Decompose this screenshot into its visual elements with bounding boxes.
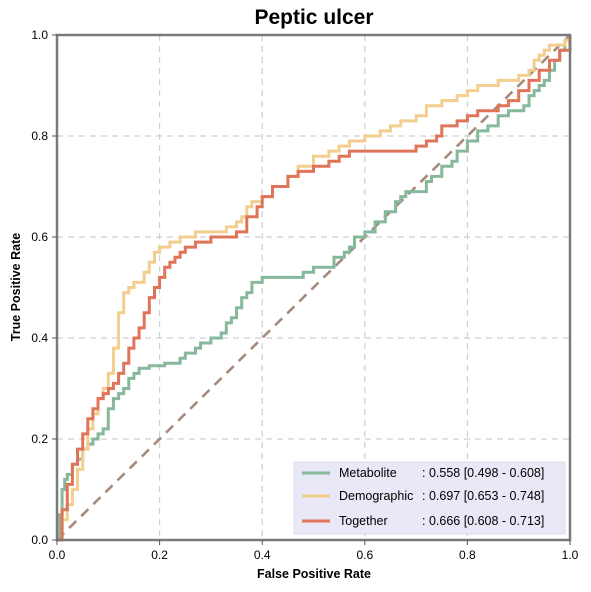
chart-title: Peptic ulcer <box>254 6 373 29</box>
chance-diagonal-line <box>56 34 571 541</box>
legend-auc-together: : 0.666 [0.608 - 0.713] <box>422 514 544 528</box>
x-tick-label-5: 1.0 <box>562 548 579 562</box>
legend-name-metabolite: Metabolite <box>339 466 397 480</box>
roc-curve-together <box>57 35 572 542</box>
legend-box <box>293 461 566 535</box>
plot-frame <box>55 33 572 542</box>
legend-auc-metabolite: : 0.558 [0.498 - 0.608] <box>422 466 544 480</box>
x-tick-label-2: 0.4 <box>254 548 271 562</box>
x-axis-ticks: 0.0 0.2 0.4 0.6 0.8 1.0 <box>49 540 579 562</box>
y-axis-label: True Positive Rate <box>9 233 23 341</box>
y-tick-label-1: 0.2 <box>31 432 48 446</box>
legend-auc-demographic: : 0.697 [0.653 - 0.748] <box>422 489 544 503</box>
y-tick-label-3: 0.6 <box>31 230 48 244</box>
x-tick-label-3: 0.6 <box>356 548 373 562</box>
legend: Metabolite : 0.558 [0.498 - 0.608] Demog… <box>293 461 566 535</box>
y-tick-label-5: 1.0 <box>31 28 48 42</box>
series-layer <box>57 35 572 542</box>
y-tick-label-0: 0.0 <box>31 533 48 547</box>
x-tick-label-4: 0.8 <box>459 548 476 562</box>
reference-layer <box>56 34 571 541</box>
legend-name-together: Together <box>339 514 388 528</box>
x-axis-label: False Positive Rate <box>257 567 371 581</box>
x-tick-label-0: 0.0 <box>49 548 66 562</box>
y-tick-label-2: 0.4 <box>31 331 48 345</box>
roc-curve-metabolite <box>57 35 572 542</box>
legend-name-demographic: Demographic <box>339 489 413 503</box>
y-tick-label-4: 0.8 <box>31 129 48 143</box>
y-axis-ticks: 0.0 0.2 0.4 0.6 0.8 1.0 <box>31 28 57 547</box>
grid <box>57 35 570 540</box>
x-tick-label-1: 0.2 <box>151 548 168 562</box>
